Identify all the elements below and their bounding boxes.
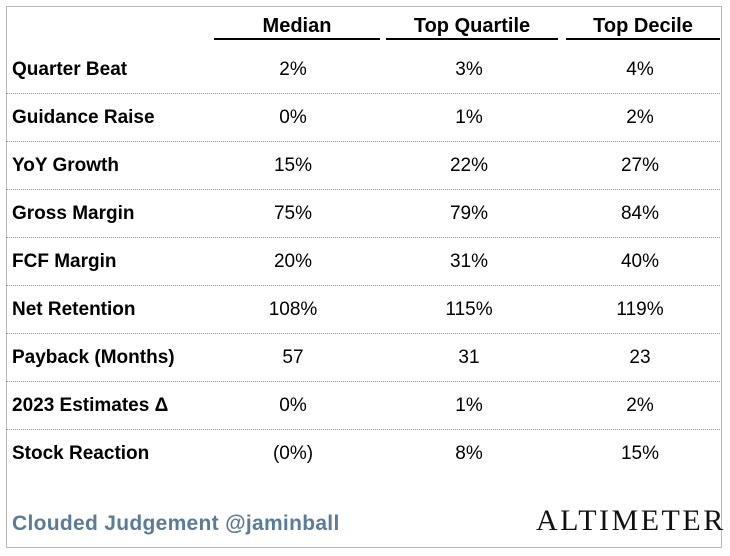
column-header-median: Median (214, 14, 380, 40)
row-divider (6, 381, 720, 382)
row-divider (6, 333, 720, 334)
altimeter-logo: ALTIMETER (536, 504, 726, 537)
table-cell: 2% (626, 395, 654, 416)
table-cell: 40% (620, 251, 660, 272)
table-cell: 2% (626, 107, 654, 128)
table-cell: 8% (455, 443, 483, 464)
row-label: Guidance Raise (12, 107, 155, 128)
table-cell: 75% (273, 203, 313, 224)
table-cell: 15% (620, 443, 660, 464)
table-row: Quarter Beat 2% 3% 4% (6, 46, 722, 94)
table-cell: 79% (449, 203, 489, 224)
column-header-top-quartile: Top Quartile (386, 14, 558, 40)
table-row: Guidance Raise 0% 1% 2% (6, 94, 722, 142)
row-label: Net Retention (12, 299, 136, 320)
footer-credit: Clouded Judgement @jaminball (12, 512, 340, 535)
table-row: Gross Margin 75% 79% 84% (6, 190, 722, 238)
table-cell: 84% (620, 203, 660, 224)
row-divider (6, 285, 720, 286)
table-cell: 1% (455, 107, 483, 128)
table-frame (6, 6, 722, 548)
row-label: YoY Growth (12, 155, 119, 176)
table-row: Payback (Months) 57 31 23 (6, 334, 722, 382)
column-header-top-decile: Top Decile (566, 14, 720, 40)
table-cell: 15% (273, 155, 313, 176)
row-label: Quarter Beat (12, 59, 128, 80)
row-divider (6, 93, 720, 94)
row-label: Gross Margin (12, 203, 135, 224)
table-cell: 1% (455, 395, 483, 416)
row-divider (6, 237, 720, 238)
table-cell: 27% (620, 155, 660, 176)
table-cell: 108% (268, 299, 318, 320)
table-cell: 20% (273, 251, 313, 272)
row-label: Payback (Months) (12, 347, 175, 368)
table-cell: 4% (626, 59, 654, 80)
table-cell: 31 (458, 347, 480, 368)
table-row: FCF Margin 20% 31% 40% (6, 238, 722, 286)
table-cell: 31% (449, 251, 489, 272)
table-row: 2023 Estimates Δ 0% 1% 2% (6, 382, 722, 430)
row-divider (6, 189, 720, 190)
table-cell: 3% (455, 59, 483, 80)
row-divider (6, 141, 720, 142)
row-divider (6, 429, 720, 430)
table-cell: 57 (282, 347, 304, 368)
table-row: YoY Growth 15% 22% 27% (6, 142, 722, 190)
table-cell: (0%) (272, 443, 314, 464)
table-cell: 115% (445, 299, 493, 320)
table-row: Net Retention 108% 115% 119% (6, 286, 722, 334)
table-row: Stock Reaction (0%) 8% 15% (6, 430, 722, 478)
table-cell: 0% (279, 395, 307, 416)
table-cell: 22% (449, 155, 489, 176)
row-label: FCF Margin (12, 251, 117, 272)
table-cell: 119% (616, 299, 664, 320)
row-label: Stock Reaction (12, 443, 150, 464)
table-cell: 23 (629, 347, 651, 368)
table-cell: 2% (279, 59, 307, 80)
row-label: 2023 Estimates Δ (12, 395, 169, 416)
table-cell: 0% (279, 107, 307, 128)
